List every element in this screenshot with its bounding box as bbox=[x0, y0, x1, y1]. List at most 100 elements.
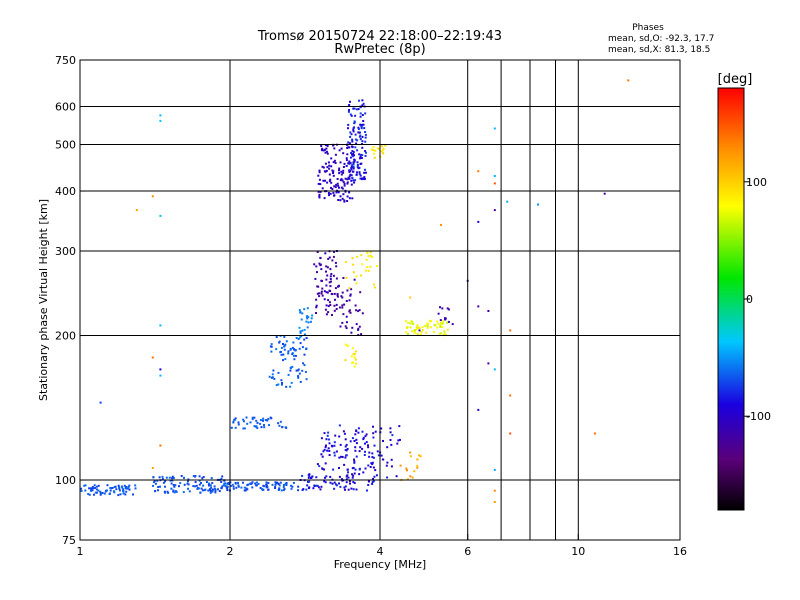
data-point bbox=[363, 177, 366, 180]
data-point bbox=[172, 490, 175, 493]
data-point bbox=[432, 331, 435, 333]
data-point bbox=[256, 421, 259, 424]
data-point bbox=[366, 266, 369, 269]
data-point bbox=[343, 463, 346, 466]
data-point bbox=[242, 481, 244, 484]
data-point bbox=[345, 478, 348, 481]
data-point bbox=[332, 191, 335, 194]
data-point bbox=[366, 489, 368, 492]
data-point bbox=[416, 326, 419, 329]
data-point bbox=[382, 440, 384, 442]
stats-o-line: mean, sd,O: -92.3, 17.7 bbox=[608, 34, 714, 44]
data-point bbox=[406, 469, 408, 472]
data-point bbox=[305, 315, 308, 318]
data-point bbox=[537, 203, 539, 206]
data-point bbox=[282, 489, 285, 492]
data-point bbox=[336, 295, 339, 298]
data-point bbox=[209, 491, 212, 494]
data-point bbox=[295, 337, 298, 339]
data-point bbox=[487, 362, 490, 365]
data-point bbox=[324, 481, 327, 484]
data-point bbox=[95, 488, 98, 491]
data-point bbox=[159, 324, 162, 327]
data-point bbox=[298, 309, 301, 312]
data-point bbox=[342, 430, 345, 433]
data-point bbox=[270, 417, 273, 420]
data-point bbox=[367, 446, 370, 449]
data-point bbox=[201, 477, 204, 480]
data-point bbox=[373, 444, 376, 447]
data-point bbox=[345, 475, 348, 478]
data-point bbox=[237, 423, 240, 426]
data-point bbox=[343, 303, 346, 306]
data-point bbox=[318, 169, 321, 172]
data-point bbox=[378, 148, 381, 150]
data-point bbox=[424, 324, 427, 327]
data-point bbox=[324, 179, 326, 182]
data-point bbox=[321, 147, 324, 150]
data-point bbox=[278, 424, 281, 427]
data-point bbox=[118, 487, 121, 490]
data-point bbox=[343, 486, 346, 489]
data-point bbox=[357, 167, 360, 170]
data-point bbox=[355, 438, 358, 441]
data-point bbox=[287, 350, 290, 353]
data-point bbox=[245, 487, 248, 490]
data-point bbox=[169, 479, 172, 482]
data-point bbox=[350, 114, 353, 117]
data-point bbox=[346, 195, 349, 198]
data-point bbox=[356, 255, 359, 258]
data-point bbox=[112, 490, 115, 493]
y-tick-label: 200 bbox=[55, 330, 76, 343]
data-point bbox=[278, 488, 281, 491]
data-point bbox=[382, 152, 385, 155]
data-point bbox=[303, 338, 306, 341]
data-point bbox=[330, 186, 332, 189]
data-point bbox=[318, 193, 321, 196]
x-axis-label: Frequency [MHz] bbox=[334, 558, 426, 571]
data-point bbox=[311, 314, 314, 317]
data-point bbox=[357, 126, 360, 129]
data-point bbox=[338, 167, 341, 170]
data-point bbox=[289, 348, 292, 351]
data-point bbox=[355, 282, 358, 285]
data-point bbox=[346, 181, 349, 184]
data-point bbox=[360, 274, 363, 277]
data-point bbox=[157, 489, 159, 492]
data-point bbox=[405, 331, 408, 334]
data-point bbox=[282, 484, 285, 486]
data-point bbox=[339, 325, 342, 328]
data-point bbox=[332, 172, 334, 174]
data-point bbox=[324, 252, 327, 255]
data-point bbox=[349, 156, 352, 159]
data-point bbox=[426, 325, 429, 327]
data-point bbox=[325, 265, 328, 268]
data-point bbox=[340, 173, 343, 176]
data-point bbox=[344, 438, 347, 441]
data-point bbox=[349, 113, 352, 116]
data-point bbox=[361, 263, 364, 266]
y-tick-label: 600 bbox=[55, 101, 76, 114]
data-point bbox=[477, 305, 480, 308]
data-point bbox=[265, 485, 268, 487]
data-point bbox=[355, 455, 358, 458]
data-point bbox=[234, 482, 237, 484]
data-point bbox=[264, 419, 267, 421]
data-point bbox=[291, 353, 294, 356]
data-point bbox=[122, 492, 125, 495]
data-point bbox=[325, 304, 328, 307]
data-point bbox=[372, 478, 374, 480]
data-point bbox=[327, 161, 330, 164]
data-point bbox=[162, 481, 165, 484]
data-point bbox=[326, 166, 329, 169]
data-point bbox=[442, 320, 445, 323]
data-point bbox=[243, 420, 245, 423]
data-point bbox=[315, 265, 318, 268]
data-point bbox=[87, 493, 90, 495]
data-point bbox=[329, 192, 332, 195]
data-point bbox=[303, 364, 306, 367]
data-point bbox=[182, 491, 185, 494]
data-point bbox=[374, 430, 377, 433]
data-point bbox=[333, 185, 336, 188]
data-point bbox=[627, 79, 630, 82]
